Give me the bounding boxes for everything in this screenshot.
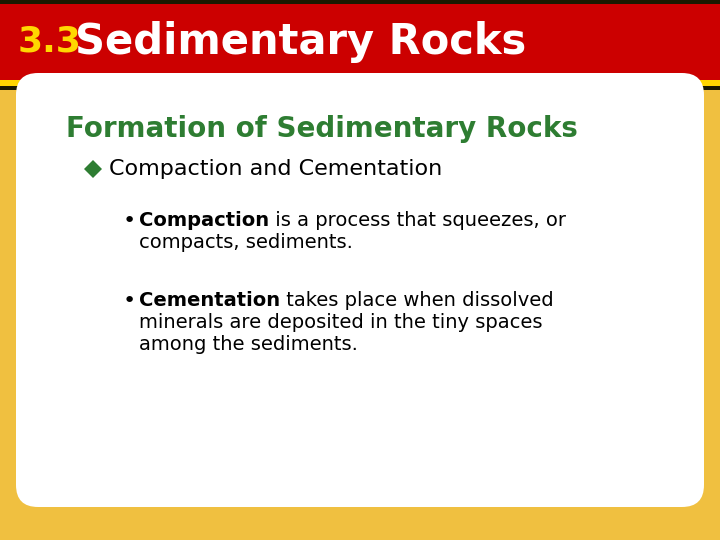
Bar xyxy=(0,0,720,4)
Bar xyxy=(0,4,720,80)
Text: •: • xyxy=(123,211,136,231)
Text: Sedimentary Rocks: Sedimentary Rocks xyxy=(75,21,526,63)
Text: Compaction: Compaction xyxy=(139,212,269,231)
Text: •: • xyxy=(123,291,136,311)
Text: Formation of Sedimentary Rocks: Formation of Sedimentary Rocks xyxy=(66,115,578,143)
Polygon shape xyxy=(84,160,102,178)
Text: compacts, sediments.: compacts, sediments. xyxy=(139,233,353,253)
Text: is a process that squeezes, or: is a process that squeezes, or xyxy=(269,212,566,231)
Text: takes place when dissolved: takes place when dissolved xyxy=(280,292,554,310)
Text: Cementation: Cementation xyxy=(139,292,280,310)
Text: minerals are deposited in the tiny spaces: minerals are deposited in the tiny space… xyxy=(139,314,542,333)
Text: 3.3: 3.3 xyxy=(18,25,82,59)
Bar xyxy=(0,86,720,90)
Text: Compaction and Cementation: Compaction and Cementation xyxy=(109,159,442,179)
Text: among the sediments.: among the sediments. xyxy=(139,335,358,354)
Bar xyxy=(0,80,720,86)
FancyBboxPatch shape xyxy=(16,73,704,507)
